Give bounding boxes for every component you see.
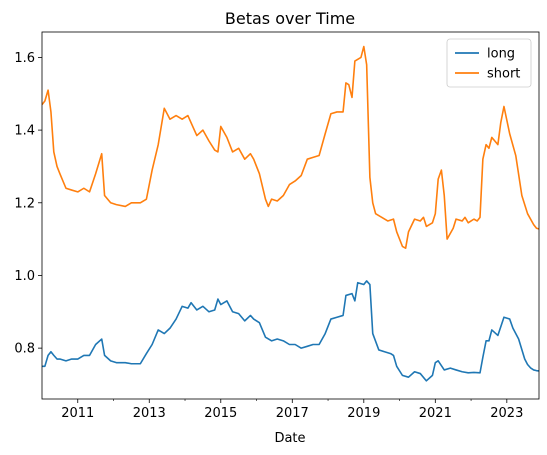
legend: long short: [446, 38, 532, 88]
y-tick-label: 1.0: [14, 269, 35, 284]
legend-label-short: short: [487, 67, 520, 82]
legend-box: [446, 38, 532, 88]
plot-series: [42, 45, 539, 382]
x-tick-label: 2013: [133, 406, 166, 421]
x-tick-label: 2021: [419, 406, 452, 421]
series-line-long: [42, 280, 539, 382]
chart-title: Betas over Time: [225, 9, 355, 28]
x-tick-label: 2011: [61, 406, 94, 421]
y-tick-label: 1.4: [14, 124, 35, 139]
y-axis: 0.8 1.0 1.2 1.4 1.6: [14, 51, 42, 357]
plot-frame: [41, 31, 540, 400]
x-axis-label: Date: [274, 431, 305, 446]
x-tick-label: 2019: [347, 406, 380, 421]
y-tick-label: 1.6: [14, 51, 35, 66]
legend-label-long: long: [487, 47, 515, 62]
x-tick-label: 2015: [204, 406, 237, 421]
x-tick-label: 2017: [276, 406, 309, 421]
x-tick-label: 2023: [490, 406, 523, 421]
series-line-short: [42, 45, 539, 249]
y-tick-label: 0.8: [14, 342, 35, 357]
x-axis: 2011 2013 2015 2017 2019 2021 2023: [61, 399, 523, 421]
y-tick-label: 1.2: [14, 196, 35, 211]
